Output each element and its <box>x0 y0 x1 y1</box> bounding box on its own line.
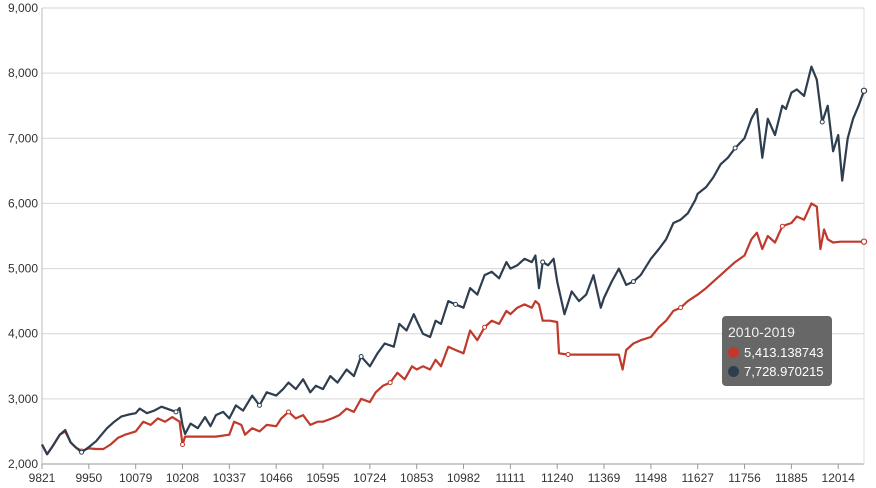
series-point-blue <box>453 301 459 307</box>
y-tick-label: 8,000 <box>8 66 38 80</box>
series-point-blue <box>630 279 636 285</box>
x-tick-label: 11756 <box>728 471 761 485</box>
x-tick-label: 10982 <box>447 471 481 485</box>
x-tick-label: 9821 <box>29 471 56 485</box>
series-end-marker-red <box>860 238 868 245</box>
series-end-marker-blue <box>860 87 868 94</box>
y-tick-label: 2,000 <box>8 457 38 471</box>
series-point-red <box>678 305 684 311</box>
tooltip-value-navy: 7,728.970215 <box>744 364 824 379</box>
x-tick-label: 10724 <box>353 471 387 485</box>
x-tick-label: 11498 <box>635 471 668 485</box>
y-tick-label: 7,000 <box>8 131 38 145</box>
x-tick-label: 10208 <box>166 471 200 485</box>
x-tick-label: 9950 <box>75 471 102 485</box>
series-point-red <box>779 223 785 229</box>
y-tick-label: 9,000 <box>8 1 38 15</box>
x-tick-label: 11885 <box>775 471 808 485</box>
series-point-blue <box>540 259 546 265</box>
series-point-red <box>387 380 393 386</box>
tooltip-value-red: 5,413.138743 <box>744 345 824 360</box>
navy-dot-icon <box>728 366 739 377</box>
y-tick-label: 5,000 <box>8 262 38 276</box>
series-point-red <box>180 441 186 447</box>
red-dot-icon <box>728 347 739 358</box>
series-point-red <box>482 324 488 330</box>
series-point-blue <box>732 145 738 151</box>
series-point-blue <box>358 354 364 360</box>
x-tick-label: 10079 <box>119 471 153 485</box>
tooltip-row-navy: 7,728.970215 <box>728 362 832 381</box>
series-point-blue <box>819 119 825 125</box>
x-tick-label: 10337 <box>213 471 247 485</box>
x-tick-label: 12014 <box>822 471 856 485</box>
series-line-blue <box>41 65 866 456</box>
x-tick-label: 11240 <box>541 471 574 485</box>
tooltip-title: 2010-2019 <box>728 324 795 340</box>
y-tick-label: 3,000 <box>8 392 38 406</box>
y-tick-label: 4,000 <box>8 327 38 341</box>
x-tick-label: 11627 <box>681 471 714 485</box>
series-point-blue <box>173 409 179 415</box>
series-line-red <box>41 202 864 456</box>
y-tick-label: 6,000 <box>8 196 38 210</box>
x-tick-label: 10466 <box>259 471 293 485</box>
x-tick-label: 10595 <box>306 471 340 485</box>
chart-tooltip: 2010-2019 5,413.138743 7,728.970215 <box>722 316 832 386</box>
series-point-red <box>286 409 292 415</box>
series-point-red <box>565 352 571 358</box>
x-tick-label: 11369 <box>588 471 621 485</box>
x-tick-label: 10853 <box>400 471 434 485</box>
tooltip-row-red: 5,413.138743 <box>728 343 832 362</box>
x-tick-label: 11111 <box>495 471 525 485</box>
series-point-blue <box>256 402 262 408</box>
series-point-blue <box>79 449 85 455</box>
